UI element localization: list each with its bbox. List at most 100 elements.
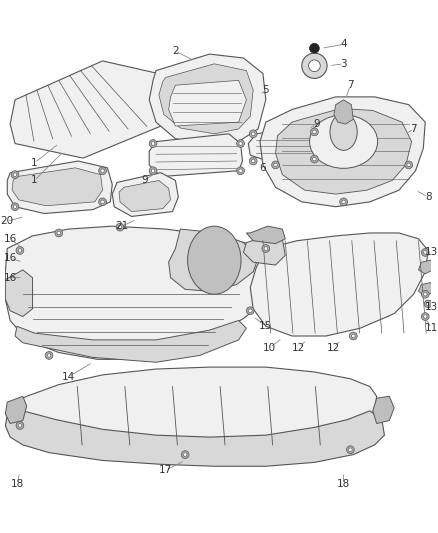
Text: 13: 13 xyxy=(424,247,438,257)
Circle shape xyxy=(313,157,316,161)
Circle shape xyxy=(424,300,432,308)
Text: 7: 7 xyxy=(347,80,354,90)
Text: 14: 14 xyxy=(62,372,75,382)
Circle shape xyxy=(149,140,157,148)
Circle shape xyxy=(421,248,429,256)
Circle shape xyxy=(251,132,255,135)
Circle shape xyxy=(421,313,429,320)
Polygon shape xyxy=(276,109,412,194)
Text: 18: 18 xyxy=(11,479,24,489)
Circle shape xyxy=(427,302,430,305)
Circle shape xyxy=(118,225,122,229)
Circle shape xyxy=(16,247,24,254)
Text: 5: 5 xyxy=(262,85,269,95)
Polygon shape xyxy=(7,161,112,214)
Circle shape xyxy=(342,200,345,204)
Text: 6: 6 xyxy=(260,163,266,173)
Polygon shape xyxy=(15,320,247,362)
Polygon shape xyxy=(5,396,27,424)
Circle shape xyxy=(57,231,60,235)
Circle shape xyxy=(18,249,21,252)
Circle shape xyxy=(55,229,63,237)
Text: 21: 21 xyxy=(115,221,129,231)
Polygon shape xyxy=(247,226,285,244)
Polygon shape xyxy=(250,233,428,336)
Text: 17: 17 xyxy=(159,465,172,475)
Text: 15: 15 xyxy=(259,321,272,332)
Circle shape xyxy=(421,290,429,298)
Polygon shape xyxy=(373,396,394,424)
Polygon shape xyxy=(5,226,276,359)
Polygon shape xyxy=(112,173,178,216)
Text: 1: 1 xyxy=(31,175,38,185)
Polygon shape xyxy=(418,282,433,296)
Polygon shape xyxy=(169,229,258,292)
Circle shape xyxy=(13,205,17,208)
Circle shape xyxy=(149,167,157,175)
Text: 16: 16 xyxy=(4,234,17,244)
Circle shape xyxy=(239,142,242,146)
Circle shape xyxy=(237,167,244,175)
Circle shape xyxy=(311,128,318,136)
Circle shape xyxy=(272,161,279,169)
Polygon shape xyxy=(15,367,377,455)
Circle shape xyxy=(237,140,244,148)
Polygon shape xyxy=(418,260,433,274)
Circle shape xyxy=(248,309,252,312)
Circle shape xyxy=(424,293,427,296)
Polygon shape xyxy=(149,134,243,176)
Circle shape xyxy=(11,171,19,179)
Circle shape xyxy=(249,157,257,165)
Circle shape xyxy=(313,130,316,134)
Text: 9: 9 xyxy=(141,175,148,185)
Text: 16: 16 xyxy=(4,273,17,282)
Circle shape xyxy=(251,159,255,163)
Circle shape xyxy=(116,223,124,231)
Polygon shape xyxy=(244,236,285,265)
Circle shape xyxy=(47,354,51,357)
Circle shape xyxy=(311,155,318,163)
Ellipse shape xyxy=(330,114,357,150)
Polygon shape xyxy=(5,411,385,466)
Circle shape xyxy=(99,198,106,206)
Ellipse shape xyxy=(187,226,241,294)
Text: 18: 18 xyxy=(337,479,350,489)
Polygon shape xyxy=(119,181,170,212)
Polygon shape xyxy=(149,54,266,146)
Text: 1: 1 xyxy=(31,158,38,168)
Text: 4: 4 xyxy=(340,39,347,50)
Text: 9: 9 xyxy=(313,119,320,129)
Polygon shape xyxy=(159,64,253,134)
Circle shape xyxy=(239,169,242,173)
Text: 10: 10 xyxy=(263,343,276,353)
Text: 3: 3 xyxy=(340,59,347,69)
Polygon shape xyxy=(5,270,32,317)
Text: 20: 20 xyxy=(1,216,14,227)
Circle shape xyxy=(346,446,354,454)
Circle shape xyxy=(350,332,357,340)
Circle shape xyxy=(352,334,355,338)
Circle shape xyxy=(45,352,53,359)
Circle shape xyxy=(424,251,427,254)
Circle shape xyxy=(181,451,189,458)
Text: 12: 12 xyxy=(327,343,340,353)
Text: 12: 12 xyxy=(292,343,306,353)
Circle shape xyxy=(13,173,17,176)
Circle shape xyxy=(349,448,352,451)
Text: 8: 8 xyxy=(425,192,431,202)
Circle shape xyxy=(302,53,327,78)
Circle shape xyxy=(151,169,155,173)
Text: 13: 13 xyxy=(424,302,438,312)
Polygon shape xyxy=(169,80,247,126)
Circle shape xyxy=(264,247,268,251)
Polygon shape xyxy=(10,61,176,158)
Circle shape xyxy=(424,315,427,318)
Circle shape xyxy=(262,245,270,253)
Circle shape xyxy=(249,130,257,138)
Circle shape xyxy=(405,161,413,169)
Circle shape xyxy=(340,198,347,206)
Polygon shape xyxy=(260,97,425,207)
Circle shape xyxy=(16,422,24,429)
Circle shape xyxy=(247,307,254,314)
Text: 2: 2 xyxy=(172,46,179,56)
